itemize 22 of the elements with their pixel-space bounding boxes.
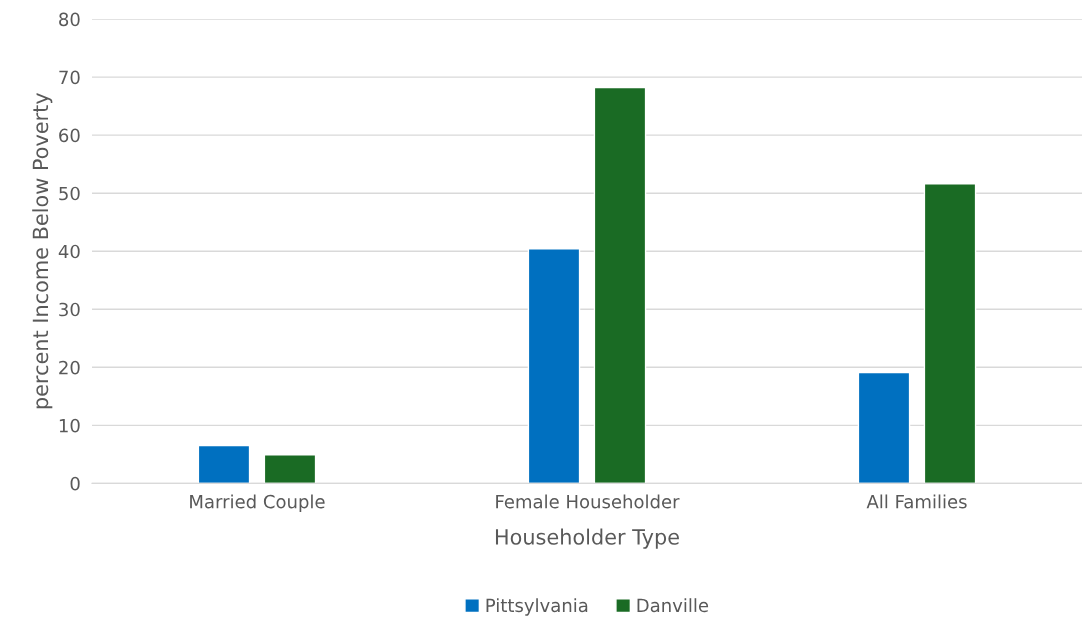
legend-label: Pittsylvania <box>486 598 588 616</box>
y-tick-label: 0 <box>70 476 80 491</box>
y-tick-label: 80 <box>59 12 80 27</box>
y-tick-label: 60 <box>59 128 80 143</box>
bar <box>197 444 251 484</box>
bar <box>527 248 581 484</box>
bar <box>857 371 911 484</box>
y-tick-label: 20 <box>59 360 80 375</box>
y-tick-label: 50 <box>59 186 80 201</box>
y-axis-title: percent Income Below Poverty <box>32 92 53 409</box>
y-tick-label: 10 <box>59 418 80 433</box>
x-tick-label: Female Householder <box>496 494 680 509</box>
y-tick-label: 70 <box>59 70 80 85</box>
bar <box>263 454 317 484</box>
y-tick-label: 40 <box>58 244 80 259</box>
x-tick-label: Married Couple <box>190 494 325 512</box>
x-tick-label: All Families <box>866 494 967 509</box>
bar <box>593 86 647 484</box>
bar <box>923 183 977 484</box>
x-axis-title: Householder Type <box>495 528 679 549</box>
y-tick-label: 30 <box>59 302 80 317</box>
legend-label: Danville <box>637 598 709 613</box>
